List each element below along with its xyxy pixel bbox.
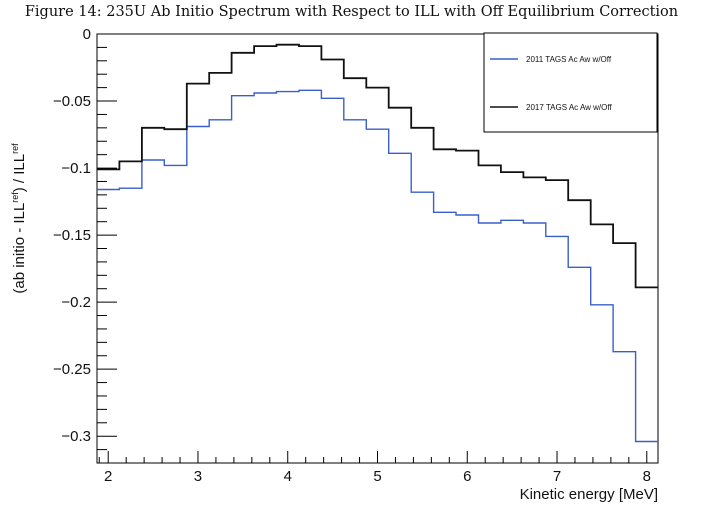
- y-axis-label: (ab initio - ILLref) / ILLref: [10, 143, 28, 294]
- legend-label-2011: 2011 TAGS Ac Aw w/Off: [526, 55, 612, 64]
- x-tick-label: 4: [284, 468, 292, 485]
- y-axis-label-part: (ab initio - ILL: [11, 203, 28, 294]
- x-tick-label: 8: [643, 468, 651, 485]
- legend: 2011 TAGS Ac Aw w/Off 2017 TAGS Ac Aw w/…: [483, 32, 658, 133]
- x-tick-label: 3: [194, 468, 202, 485]
- x-axis-label: Kinetic energy [MeV]: [520, 486, 658, 503]
- legend-box: [483, 32, 658, 133]
- legend-label-2017: 2017 TAGS Ac Aw w/Off: [526, 103, 612, 112]
- y-tick-labels: 0 −0.05 −0.1 −0.15 −0.2 −0.25 −0.3: [53, 26, 91, 445]
- y-tick-label: −0.3: [61, 428, 91, 445]
- x-tick-label: 7: [553, 468, 561, 485]
- y-tick-label: −0.25: [53, 361, 91, 378]
- y-tick-label: −0.1: [61, 160, 91, 177]
- figure-caption: Figure 14: 235U Ab Initio Spectrum with …: [24, 4, 679, 20]
- y-tick-label: −0.15: [53, 227, 91, 244]
- y-axis-label-part: ) / ILL: [11, 154, 28, 192]
- y-axis-label-superscript: ref: [10, 143, 20, 154]
- series-line-2011: [97, 89, 658, 443]
- x-tick-label: 2: [104, 468, 112, 485]
- y-tick-label: −0.05: [53, 93, 91, 110]
- series-layer: [97, 43, 658, 443]
- x-tick-labels: 2 3 4 5 6 7 8: [104, 468, 651, 485]
- series-line-2017: [97, 43, 658, 289]
- y-tick-label: −0.2: [61, 294, 91, 311]
- axis-ticks: [97, 33, 648, 464]
- y-axis-label-superscript: ref: [10, 192, 20, 203]
- y-tick-label: 0: [83, 26, 91, 43]
- x-tick-label: 6: [463, 468, 471, 485]
- x-tick-label: 5: [373, 468, 381, 485]
